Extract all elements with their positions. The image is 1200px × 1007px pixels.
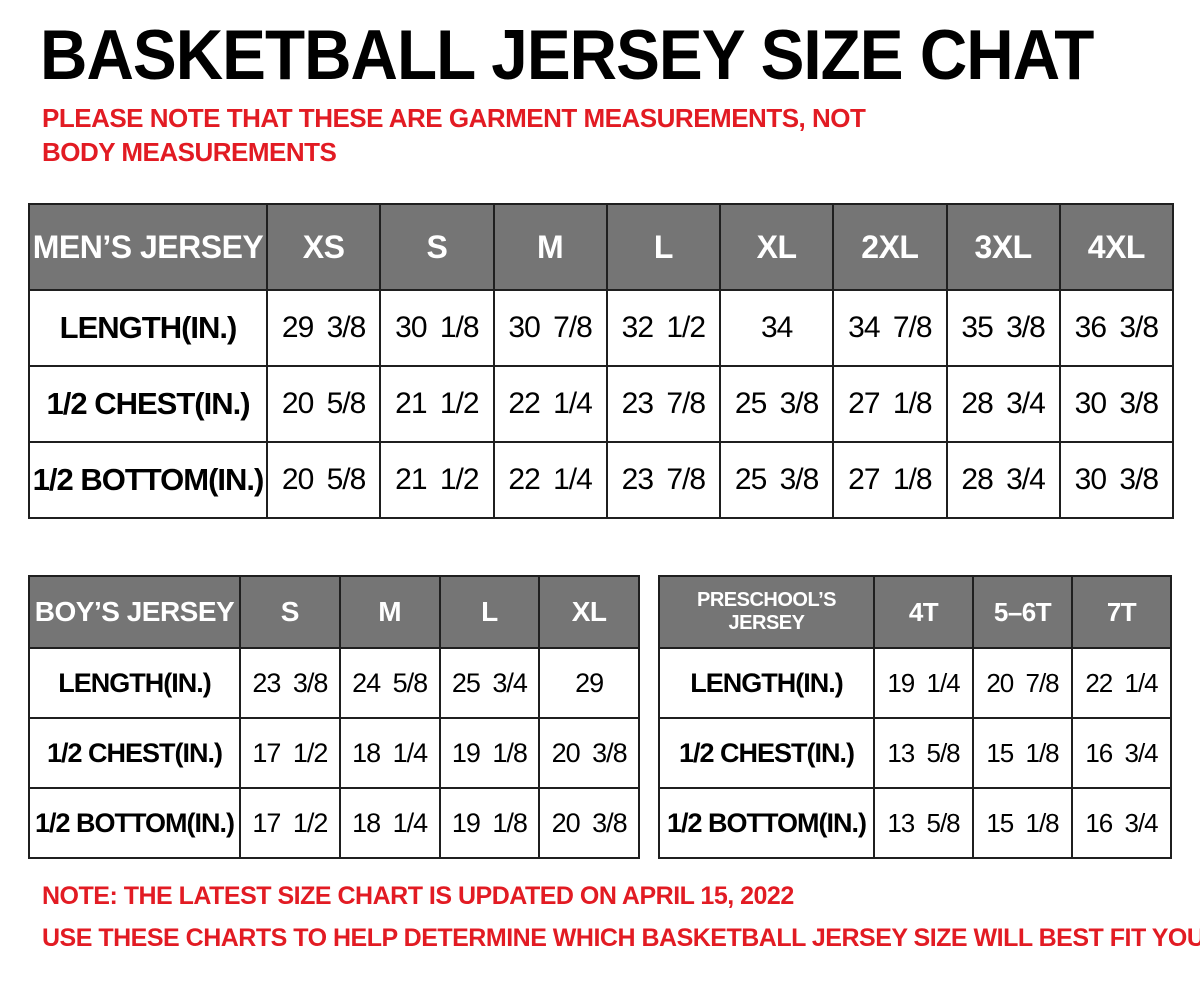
mens-size-col-XS: XS bbox=[265, 203, 382, 291]
measurement-value-cell: 15 1/8 bbox=[972, 717, 1073, 789]
measurement-value-cell: 28 3/4 bbox=[945, 441, 1061, 519]
page-title: BASKETBALL JERSEY SIZE CHAT bbox=[40, 15, 1094, 95]
row-label-cell: LENGTH(IN.) bbox=[28, 289, 268, 367]
mens-size-col-2XL: 2XL bbox=[832, 203, 948, 291]
boys-measurement-row: LENGTH(IN.) 23 3/8 24 5/8 25 3/4 29 bbox=[28, 647, 640, 719]
measurement-value-cell: 17 1/2 bbox=[239, 787, 341, 859]
measurement-value-cell: 34 7/8 bbox=[832, 289, 948, 367]
preschool-table-title: PRESCHOOL’S JERSEY bbox=[658, 575, 875, 649]
boys-size-col-M: M bbox=[338, 575, 441, 649]
measurement-value-cell: 13 5/8 bbox=[873, 787, 974, 859]
mens-table-title: MEN’S JERSEY bbox=[28, 203, 268, 291]
measurement-value-cell: 18 1/4 bbox=[338, 787, 441, 859]
measurement-value-cell: 29 3/8 bbox=[265, 289, 382, 367]
mens-header-row: MEN’S JERSEY XS S M L XL 2XL 3XL 4XL bbox=[28, 203, 1175, 291]
preschool-header-row: PRESCHOOL’S JERSEY 4T 5–6T 7T bbox=[658, 575, 1172, 649]
measurement-value-cell: 23 3/8 bbox=[239, 647, 341, 719]
measurement-value-cell: 20 3/8 bbox=[538, 787, 640, 859]
measurement-value-cell: 30 3/8 bbox=[1058, 441, 1175, 519]
boys-size-col-L: L bbox=[438, 575, 541, 649]
row-label-cell: LENGTH(IN.) bbox=[28, 647, 241, 719]
measurement-value-cell: 20 7/8 bbox=[972, 647, 1073, 719]
measurement-value-cell: 35 3/8 bbox=[945, 289, 1061, 367]
measurement-value-cell: 19 1/8 bbox=[438, 787, 541, 859]
boys-table-title: BOY’S JERSEY bbox=[28, 575, 241, 649]
measurement-value-cell: 20 3/8 bbox=[538, 717, 640, 789]
row-label-cell: LENGTH(IN.) bbox=[658, 647, 875, 719]
measurement-value-cell: 30 3/8 bbox=[1058, 365, 1175, 443]
row-label-cell: 1/2 BOTTOM(IN.) bbox=[28, 441, 268, 519]
measurement-value-cell: 30 1/8 bbox=[379, 289, 495, 367]
mens-size-col-XL: XL bbox=[718, 203, 835, 291]
mens-measurement-row: 1/2 BOTTOM(IN.) 20 5/8 21 1/2 22 1/4 23 7/8 2… bbox=[28, 441, 1175, 519]
boys-size-col-XL: XL bbox=[538, 575, 640, 649]
preschool-measurement-row: LENGTH(IN.) 19 1/4 20 7/8 22 1/4 bbox=[658, 647, 1172, 719]
measurement-value-cell: 19 1/8 bbox=[438, 717, 541, 789]
mens-size-col-S: S bbox=[379, 203, 495, 291]
mens-size-col-L: L bbox=[605, 203, 722, 291]
measurement-value-cell: 27 1/8 bbox=[832, 365, 948, 443]
row-label-cell: 1/2 CHEST(IN.) bbox=[658, 717, 875, 789]
preschool-measurement-row: 1/2 CHEST(IN.) 13 5/8 15 1/8 16 3/4 bbox=[658, 717, 1172, 789]
measurement-value-cell: 13 5/8 bbox=[873, 717, 974, 789]
measurement-value-cell: 16 3/4 bbox=[1071, 787, 1172, 859]
measurement-value-cell: 15 1/8 bbox=[972, 787, 1073, 859]
preschool-measurement-row: 1/2 BOTTOM(IN.) 13 5/8 15 1/8 16 3/4 bbox=[658, 787, 1172, 859]
measurement-value-cell: 25 3/8 bbox=[718, 365, 835, 443]
measurement-value-cell: 20 5/8 bbox=[265, 441, 382, 519]
mens-jersey-size-table: MEN’S JERSEY XS S M L XL 2XL 3XL 4XL LENGTH(IN.) 2… bbox=[28, 203, 1175, 519]
measurement-value-cell: 30 7/8 bbox=[492, 289, 608, 367]
boys-measurement-row: 1/2 BOTTOM(IN.) 17 1/2 18 1/4 19 1/8 20 3/8 bbox=[28, 787, 640, 859]
measurement-value-cell: 23 7/8 bbox=[605, 365, 722, 443]
row-label-cell: 1/2 BOTTOM(IN.) bbox=[658, 787, 875, 859]
measurement-value-cell: 22 1/4 bbox=[492, 441, 608, 519]
mens-measurement-row: LENGTH(IN.) 29 3/8 30 1/8 30 7/8 32 1/2 34 34 … bbox=[28, 289, 1175, 367]
measurement-value-cell: 23 7/8 bbox=[605, 441, 722, 519]
garment-measurement-disclaimer: PLEASE NOTE THAT THESE ARE GARMENT MEASU… bbox=[42, 103, 866, 167]
measurement-value-cell: 34 bbox=[718, 289, 835, 367]
measurement-value-cell: 18 1/4 bbox=[338, 717, 441, 789]
boys-measurement-row: 1/2 CHEST(IN.) 17 1/2 18 1/4 19 1/8 20 3/8 bbox=[28, 717, 640, 789]
measurement-value-cell: 20 5/8 bbox=[265, 365, 382, 443]
measurement-value-cell: 25 3/8 bbox=[718, 441, 835, 519]
preschool-size-col-4T: 4T bbox=[873, 575, 974, 649]
measurement-value-cell: 17 1/2 bbox=[239, 717, 341, 789]
preschool-size-col-7T: 7T bbox=[1071, 575, 1172, 649]
measurement-value-cell: 21 1/2 bbox=[379, 441, 495, 519]
measurement-value-cell: 32 1/2 bbox=[605, 289, 722, 367]
measurement-value-cell: 28 3/4 bbox=[945, 365, 1061, 443]
measurement-value-cell: 25 3/4 bbox=[438, 647, 541, 719]
preschool-size-col-5–6T: 5–6T bbox=[972, 575, 1073, 649]
row-label-cell: 1/2 CHEST(IN.) bbox=[28, 365, 268, 443]
row-label-cell: 1/2 CHEST(IN.) bbox=[28, 717, 241, 789]
update-date-note: NOTE: THE LATEST SIZE CHART IS UPDATED O… bbox=[42, 882, 794, 910]
preschools-jersey-size-table: PRESCHOOL’S JERSEY 4T 5–6T 7T LENGTH(IN.) 19 … bbox=[658, 575, 1172, 859]
measurement-value-cell: 21 1/2 bbox=[379, 365, 495, 443]
mens-size-col-3XL: 3XL bbox=[945, 203, 1061, 291]
mens-size-col-M: M bbox=[492, 203, 608, 291]
mens-measurement-row: 1/2 CHEST(IN.) 20 5/8 21 1/2 22 1/4 23 7/8 25… bbox=[28, 365, 1175, 443]
measurement-value-cell: 27 1/8 bbox=[832, 441, 948, 519]
mens-size-col-4XL: 4XL bbox=[1058, 203, 1175, 291]
measurement-value-cell: 22 1/4 bbox=[1071, 647, 1172, 719]
row-label-cell: 1/2 BOTTOM(IN.) bbox=[28, 787, 241, 859]
boys-jersey-size-table: BOY’S JERSEY S M L XL LENGTH(IN.) 23 3/8 24 5/8… bbox=[28, 575, 640, 859]
measurement-value-cell: 19 1/4 bbox=[873, 647, 974, 719]
measurement-value-cell: 36 3/8 bbox=[1058, 289, 1175, 367]
boys-size-col-S: S bbox=[239, 575, 341, 649]
measurement-value-cell: 29 bbox=[538, 647, 640, 719]
measurement-value-cell: 16 3/4 bbox=[1071, 717, 1172, 789]
boys-header-row: BOY’S JERSEY S M L XL bbox=[28, 575, 640, 649]
measurement-value-cell: 22 1/4 bbox=[492, 365, 608, 443]
measurement-value-cell: 24 5/8 bbox=[338, 647, 441, 719]
usage-note: USE THESE CHARTS TO HELP DETERMINE WHICH… bbox=[42, 924, 1200, 952]
